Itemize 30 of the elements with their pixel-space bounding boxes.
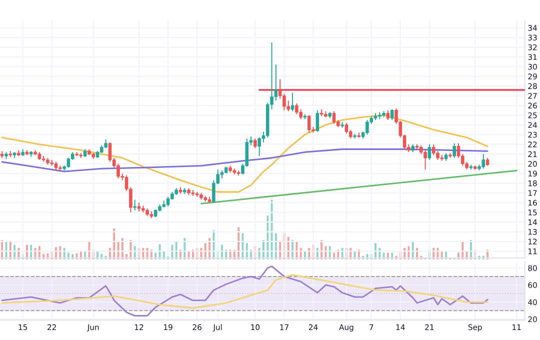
candlestick xyxy=(282,93,286,111)
candlestick xyxy=(366,120,369,136)
candlestick xyxy=(274,64,278,102)
candlestick xyxy=(116,163,120,179)
line-series xyxy=(1,148,488,172)
candlestick xyxy=(332,110,336,124)
candlestick xyxy=(482,154,486,170)
candlestick xyxy=(66,157,70,168)
candlestick xyxy=(452,142,456,158)
line-series xyxy=(1,266,488,317)
bar xyxy=(390,251,394,260)
candlestick xyxy=(295,103,298,115)
line-series xyxy=(1,114,488,193)
candlestick xyxy=(344,122,348,134)
candlestick xyxy=(108,142,112,162)
candlestick xyxy=(166,196,170,207)
candlestick xyxy=(424,150,427,170)
candlestick xyxy=(299,108,302,120)
candlestick xyxy=(428,144,432,160)
candlestick xyxy=(254,138,257,149)
candlestick xyxy=(432,144,436,156)
bar xyxy=(485,248,490,260)
candlestick xyxy=(386,110,390,121)
candlestick xyxy=(290,92,294,112)
candlestick xyxy=(258,137,261,156)
candlestick xyxy=(307,114,311,134)
line-series xyxy=(1,274,488,309)
candlestick xyxy=(390,108,394,121)
candlestick xyxy=(316,110,320,132)
candlestick xyxy=(133,199,136,211)
